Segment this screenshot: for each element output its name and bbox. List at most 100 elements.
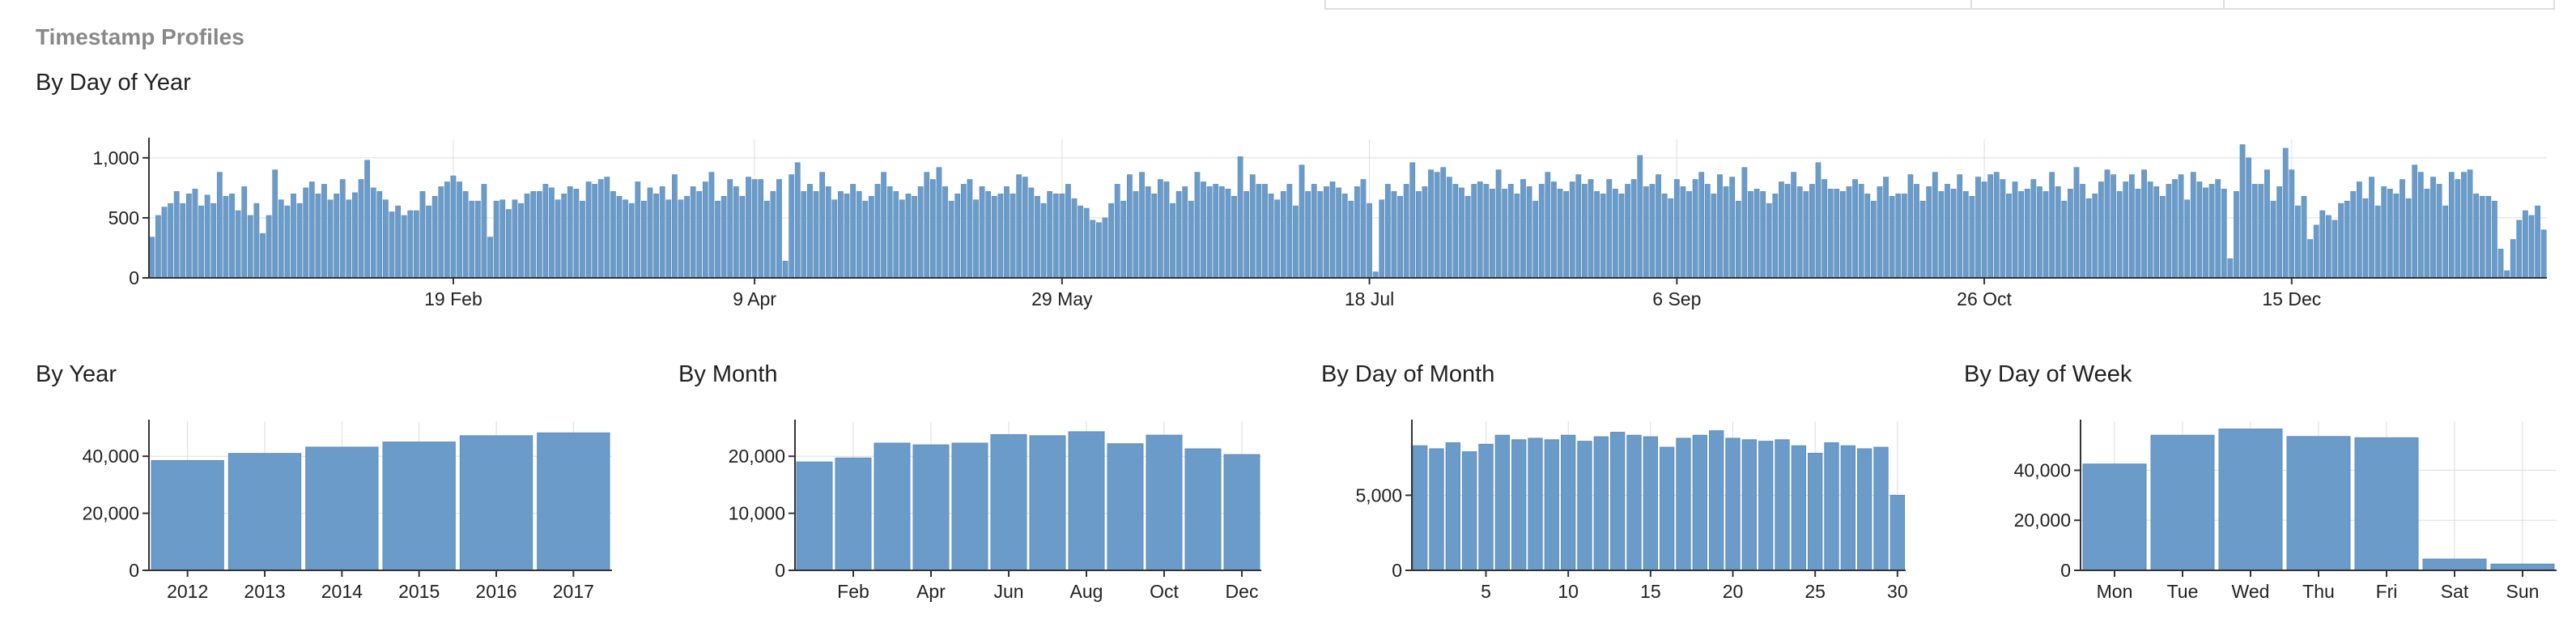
bar — [874, 442, 911, 571]
summary-table-edge — [1324, 0, 2555, 10]
bar — [1815, 162, 1821, 279]
bar — [684, 195, 690, 279]
bar — [561, 193, 567, 279]
bar — [1919, 200, 1926, 279]
bar — [1610, 432, 1626, 571]
bar — [1163, 181, 1170, 279]
bar — [2172, 179, 2178, 279]
bar — [2282, 147, 2289, 279]
bar — [1729, 177, 1736, 279]
bar — [1858, 184, 1864, 279]
x-tick-label: Dec — [1226, 581, 1259, 602]
bar — [2362, 198, 2369, 279]
bar — [1494, 434, 1511, 571]
x-tick-label: 2013 — [244, 581, 285, 602]
bar — [2523, 210, 2528, 279]
bar — [1403, 184, 1409, 279]
bar — [1464, 195, 1471, 279]
bar — [616, 195, 623, 279]
bar — [1660, 446, 1675, 571]
bar — [2289, 169, 2295, 279]
bar — [1237, 156, 1243, 279]
bar — [801, 191, 807, 279]
bar — [770, 191, 776, 279]
bar — [2528, 215, 2535, 279]
bar — [253, 203, 260, 279]
bar — [2540, 229, 2547, 279]
bar — [1593, 436, 1609, 571]
bar — [715, 200, 721, 279]
bar — [151, 459, 224, 571]
bar — [2490, 563, 2555, 571]
bar — [2354, 437, 2419, 571]
bar — [241, 186, 248, 279]
bar — [2325, 215, 2332, 279]
bar — [185, 193, 192, 279]
bar — [266, 215, 272, 279]
bar — [2467, 169, 2473, 279]
bar — [763, 200, 770, 279]
bar — [1945, 184, 1950, 279]
bar — [1612, 189, 1618, 279]
bar — [1803, 191, 1809, 279]
bar — [2497, 249, 2504, 279]
bar — [1846, 186, 1852, 279]
bar — [2369, 177, 2374, 279]
bar — [653, 193, 659, 279]
bar — [2116, 191, 2123, 279]
bar — [1434, 172, 1440, 279]
bar — [2387, 189, 2393, 279]
bar — [1582, 184, 1588, 279]
bar — [1182, 186, 1188, 279]
bar — [1502, 189, 1508, 279]
bar — [1243, 191, 1250, 279]
bar — [874, 184, 881, 279]
bar — [1360, 179, 1367, 279]
bar — [2239, 144, 2246, 279]
bar — [659, 186, 665, 279]
bar — [364, 160, 371, 279]
bar — [2381, 186, 2387, 279]
bar — [493, 200, 499, 279]
x-tick-label: Sun — [2506, 581, 2540, 602]
bar — [1317, 191, 1324, 279]
bar — [370, 187, 376, 279]
bar — [1478, 443, 1494, 571]
bar — [580, 200, 585, 279]
bar — [905, 193, 912, 279]
bar — [1901, 193, 1907, 279]
chart-title-year: By Year — [36, 361, 117, 387]
bar — [948, 200, 954, 279]
bar — [1059, 193, 1065, 279]
bar — [2393, 193, 2400, 279]
bar — [1452, 184, 1459, 279]
bar — [696, 191, 703, 279]
bar — [856, 191, 862, 279]
bar — [1096, 222, 1102, 279]
bar — [1052, 193, 1059, 279]
bar — [1661, 193, 1668, 279]
bar — [1824, 442, 1839, 571]
x-tick-label: Oct — [1150, 581, 1179, 602]
bar — [917, 186, 924, 279]
x-tick-label: 2017 — [553, 581, 594, 602]
bar — [2424, 189, 2430, 279]
bar — [1348, 200, 1354, 279]
x-tick-label: 15 Dec — [2262, 288, 2321, 309]
bar — [2422, 558, 2487, 571]
bar — [1184, 448, 1222, 571]
bar — [967, 179, 973, 279]
bar — [1758, 441, 1774, 571]
x-tick-label: Thu — [2302, 581, 2335, 602]
bar — [1809, 184, 1815, 279]
bar — [431, 195, 438, 279]
bar — [869, 195, 874, 279]
bar — [272, 169, 278, 279]
bar — [383, 199, 389, 279]
x-tick-label: 6 Sep — [1652, 288, 1701, 309]
x-tick-label: Wed — [2232, 581, 2270, 602]
bar — [1668, 198, 1674, 279]
bar — [592, 184, 598, 279]
bar — [1520, 179, 1526, 279]
bar — [1175, 191, 1182, 279]
